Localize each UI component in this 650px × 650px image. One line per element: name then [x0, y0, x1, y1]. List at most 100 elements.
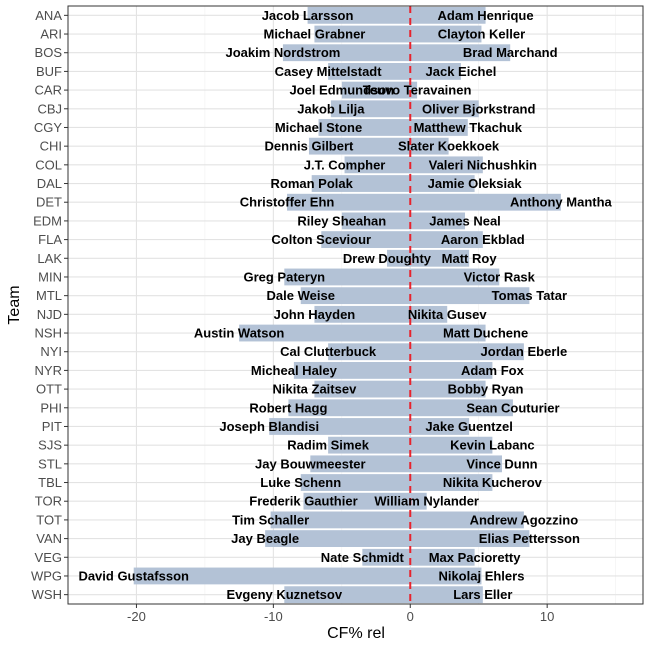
bar-lowest-pit [269, 418, 411, 435]
player-label-highest-wsh: Lars Eller [453, 587, 512, 602]
x-tick-label: -10 [264, 609, 283, 624]
player-label-lowest-chi: Dennis Gilbert [265, 139, 355, 154]
player-label-highest-bos: Brad Marchand [463, 45, 558, 60]
player-label-lowest-wsh: Evgeny Kuznetsov [227, 587, 343, 602]
y-tick-label-ott: OTT [36, 382, 62, 397]
player-label-lowest-njd: John Hayden [274, 307, 356, 322]
bar-highest-cbj [410, 100, 479, 118]
x-axis-title: CF% rel [327, 625, 385, 642]
bar-highest-nsh [410, 324, 486, 342]
y-tick-label-edm: EDM [33, 213, 62, 228]
bar-highest-fla [410, 231, 483, 249]
player-label-lowest-ari: Michael Grabner [263, 27, 365, 42]
player-label-highest-tor: William Nylander [374, 494, 479, 509]
y-tick-label-wpg: WPG [31, 568, 62, 583]
bar-lowest-cgy [318, 119, 411, 136]
bar-lowest-edm [341, 212, 411, 230]
player-label-lowest-bos: Joakim Nordstrom [226, 45, 341, 60]
player-label-lowest-pit: Joseph Blandisi [219, 419, 319, 434]
bar-lowest-dal [311, 175, 411, 192]
player-label-lowest-car: Joel Edmundson [289, 83, 394, 98]
y-tick-label-det: DET [36, 195, 62, 210]
y-tick-label-veg: VEG [35, 550, 62, 565]
player-label-highest-nsh: Matt Duchene [443, 326, 528, 341]
player-label-highest-sjs: Kevin Labanc [450, 438, 535, 453]
bar-highest-cgy [410, 119, 468, 136]
bar-lowest-ott [314, 380, 411, 398]
player-label-lowest-min: Greg Pateryn [243, 269, 325, 284]
bar-lowest-det [287, 193, 411, 211]
bar-lowest-sjs [328, 436, 411, 454]
player-label-lowest-fla: Colton Sceviour [271, 232, 371, 247]
player-label-highest-cbj: Oliver Bjorkstrand [422, 101, 535, 116]
player-label-highest-lak: Matt Roy [442, 251, 498, 266]
player-label-lowest-tot: Tim Schaller [232, 512, 309, 527]
panel-border [67, 5, 644, 605]
bar-highest-tbl [410, 474, 493, 491]
player-label-highest-tbl: Nikita Kucherov [443, 475, 543, 490]
player-label-lowest-veg: Nate Schmidt [321, 550, 405, 565]
bar-lowest-car [341, 81, 411, 99]
player-label-lowest-dal: Roman Polak [271, 176, 354, 191]
bar-lowest-col [344, 156, 411, 174]
bar-lowest-veg [362, 548, 411, 566]
bar-highest-buf [410, 62, 461, 80]
y-tick-label-nsh: NSH [35, 326, 62, 341]
player-label-lowest-van: Jay Beagle [231, 531, 299, 546]
player-label-lowest-nsh: Austin Watson [194, 326, 285, 341]
player-label-lowest-nyr: Micheal Haley [251, 363, 338, 378]
y-tick-label-cbj: CBJ [37, 101, 62, 116]
bar-lowest-stl [310, 455, 411, 473]
bar-lowest-phi [288, 399, 411, 417]
x-tick-label: -20 [127, 609, 146, 624]
y-tick-label-van: VAN [36, 531, 62, 546]
y-tick-label-tbl: TBL [38, 475, 62, 490]
bar-lowest-fla [321, 231, 411, 249]
bar-lowest-nyr [293, 361, 411, 379]
player-label-highest-tot: Andrew Agozzino [470, 512, 579, 527]
player-label-highest-wpg: Nikolaj Ehlers [438, 568, 524, 583]
player-label-lowest-lak: Drew Doughty [343, 251, 432, 266]
player-label-lowest-ott: Nikita Zaitsev [273, 382, 358, 397]
x-tick-label: 10 [540, 609, 554, 624]
bar-highest-wpg [410, 567, 482, 585]
player-label-highest-ari: Clayton Keller [438, 27, 525, 42]
bar-highest-phi [410, 399, 513, 417]
bar-highest-stl [410, 455, 502, 473]
player-label-lowest-nyi: Cal Clutterbuck [280, 344, 377, 359]
bar-highest-nyi [410, 343, 524, 361]
player-label-lowest-ana: Jacob Larsson [262, 8, 354, 23]
bar-lowest-nsh [239, 324, 411, 342]
bar-highest-ari [410, 25, 482, 43]
bar-highest-lak [410, 249, 470, 267]
bar-lowest-wsh [284, 586, 411, 604]
y-tick-label-car: CAR [35, 83, 62, 98]
player-label-highest-nyi: Jordan Eberle [481, 344, 568, 359]
y-tick-label-wsh: WSH [32, 587, 62, 602]
player-label-highest-mtl: Tomas Tatar [492, 288, 567, 303]
bar-highest-det [410, 193, 561, 211]
y-tick-label-tot: TOT [36, 512, 62, 527]
player-label-lowest-tbl: Luke Schenn [260, 475, 341, 490]
bar-highest-van [410, 530, 530, 548]
bar-highest-njd [410, 305, 448, 323]
bar-highest-dal [410, 175, 475, 192]
player-label-highest-ott: Bobby Ryan [448, 382, 524, 397]
player-label-lowest-mtl: Dale Weise [267, 288, 335, 303]
y-axis-title: Team [6, 285, 23, 324]
y-tick-label-mtl: MTL [36, 288, 62, 303]
player-label-highest-fla: Aaron Ekblad [441, 232, 525, 247]
bar-lowest-buf [328, 62, 411, 80]
bar-highest-car [410, 81, 418, 99]
bar-highest-mtl [410, 287, 530, 305]
player-label-lowest-cbj: Jakob Lilja [297, 101, 365, 116]
y-tick-label-col: COL [35, 157, 62, 172]
bar-highest-col [410, 156, 483, 174]
player-labels: Jacob Larsson Michael Grabner Joakim Nords… [78, 8, 612, 602]
player-label-lowest-stl: Jay Bouwmeester [255, 456, 366, 471]
player-label-lowest-det: Christoffer Ehn [240, 195, 335, 210]
y-tick-label-ari: ARI [40, 27, 62, 42]
bar-highest-ott [410, 380, 486, 398]
bar-highest-sjs [410, 436, 493, 454]
